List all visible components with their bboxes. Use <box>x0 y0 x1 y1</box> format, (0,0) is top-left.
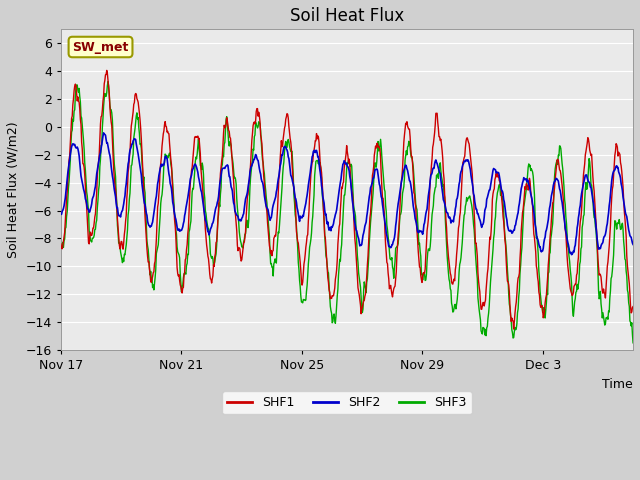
Title: Soil Heat Flux: Soil Heat Flux <box>290 7 404 25</box>
Text: SW_met: SW_met <box>72 40 129 53</box>
SHF3 <box>629 340 637 346</box>
X-axis label: Time: Time <box>602 378 633 391</box>
SHF3 <box>535 268 543 274</box>
SHF3 <box>57 245 65 251</box>
Line: SHF1: SHF1 <box>61 71 633 329</box>
SHF1 <box>57 241 65 247</box>
SHF1 <box>180 285 188 290</box>
SHF2 <box>418 229 426 235</box>
SHF1 <box>418 279 426 285</box>
SHF3 <box>396 212 404 217</box>
SHF3 <box>418 271 426 277</box>
SHF1 <box>258 141 266 146</box>
SHF1 <box>629 304 637 310</box>
SHF3 <box>324 269 332 275</box>
SHF2 <box>180 221 188 227</box>
SHF2 <box>100 130 108 136</box>
SHF2 <box>535 241 543 247</box>
SHF3 <box>258 147 266 153</box>
Line: SHF3: SHF3 <box>61 82 633 343</box>
SHF1 <box>103 68 111 73</box>
Legend: SHF1, SHF2, SHF3: SHF1, SHF2, SHF3 <box>222 391 472 414</box>
SHF2 <box>258 179 266 184</box>
Line: SHF2: SHF2 <box>61 133 633 255</box>
SHF1 <box>396 202 404 208</box>
SHF3 <box>180 275 188 281</box>
SHF1 <box>536 292 543 298</box>
SHF1 <box>324 275 332 281</box>
SHF3 <box>104 79 112 84</box>
Y-axis label: Soil Heat Flux (W/m2): Soil Heat Flux (W/m2) <box>7 121 20 258</box>
SHF2 <box>568 252 575 258</box>
SHF1 <box>510 326 518 332</box>
SHF2 <box>396 189 404 195</box>
SHF2 <box>629 241 637 247</box>
SHF2 <box>324 219 332 225</box>
SHF2 <box>57 212 65 217</box>
